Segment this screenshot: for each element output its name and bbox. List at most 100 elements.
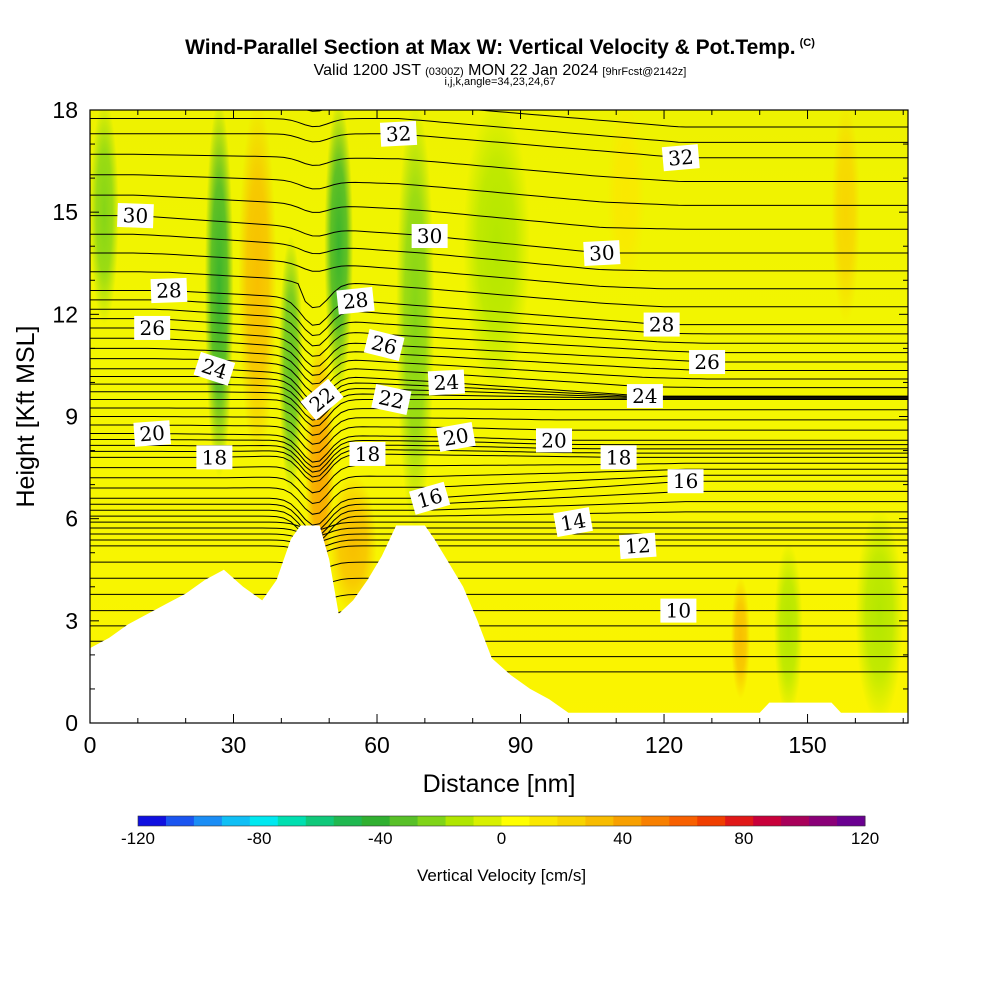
velocity-sink-cell <box>90 110 119 325</box>
valid-date: MON 22 Jan 2024 <box>468 62 598 79</box>
colorbar-swatch <box>529 816 558 826</box>
contour-label-text: 28 <box>649 313 674 337</box>
contour-label-text: 16 <box>673 469 698 493</box>
colorbar-tick-label: 0 <box>497 829 506 848</box>
colorbar-swatch <box>193 816 223 826</box>
x-axis-label: Distance [nm] <box>423 770 576 798</box>
contour-label: 20 <box>436 421 476 452</box>
contour-label-box <box>553 507 593 538</box>
contour-label: 26 <box>134 315 171 340</box>
colorbar-swatch <box>753 816 782 826</box>
contour-label-box <box>583 240 621 266</box>
colorbar-swatch <box>781 816 810 826</box>
contour-label-text: 32 <box>667 145 694 171</box>
colorbar-tick-label: -40 <box>368 829 393 848</box>
theta-contour-line <box>90 174 908 206</box>
contour-label-box <box>436 421 476 452</box>
velocity-sink-cell <box>204 110 234 478</box>
velocity-sink-cell <box>855 508 904 723</box>
contour-label: 30 <box>117 202 154 229</box>
contour-label-text: 18 <box>202 445 227 469</box>
colorbar-swatch <box>669 816 698 826</box>
theta-contour-line <box>90 407 908 436</box>
contour-label-box <box>193 351 236 386</box>
colorbar-swatch <box>473 816 502 826</box>
contour-label-text: 20 <box>139 421 166 447</box>
colorbar-swatch <box>557 816 586 826</box>
theta-contour-line <box>90 133 908 159</box>
x-tick-label: 0 <box>84 732 97 758</box>
x-tick-label: 90 <box>508 732 534 758</box>
contour-label-text: 18 <box>355 442 380 466</box>
colorbar-swatch <box>333 816 363 826</box>
contour-label-box <box>667 469 704 494</box>
contour-label: 18 <box>196 445 233 470</box>
contour-label-text: 30 <box>122 203 148 228</box>
theta-contour-line <box>90 480 908 526</box>
contour-label-text: 24 <box>433 370 460 395</box>
contour-label-text: 22 <box>376 385 406 414</box>
contour-label: 26 <box>363 328 405 361</box>
theta-contour-line <box>90 501 908 538</box>
contour-label: 10 <box>660 598 697 623</box>
colorbar-swatch <box>277 816 307 826</box>
y-tick-label: 6 <box>65 506 78 532</box>
contour-label-text: 30 <box>417 224 442 248</box>
contour-label-box <box>618 532 657 560</box>
colorbar-swatch <box>221 816 251 826</box>
theta-contour-line <box>90 318 908 357</box>
contour-label-box <box>411 224 448 249</box>
y-tick-label: 9 <box>65 404 78 430</box>
theta-contour-line <box>90 233 908 272</box>
colorbar-tick-label: 120 <box>851 829 879 848</box>
contour-label-box <box>117 202 154 229</box>
theta-contour-line <box>90 474 908 515</box>
theta-contour-line <box>90 490 908 532</box>
contour-label: 32 <box>661 144 700 172</box>
colorbar-swatch <box>837 816 866 826</box>
contour-label-text: 10 <box>666 599 691 623</box>
colorbar-swatch <box>305 816 335 826</box>
theta-contour-line <box>90 399 908 427</box>
theta-contour-line <box>90 468 908 505</box>
contour-label: 24 <box>626 384 663 409</box>
colorbar-tick-label: -120 <box>121 829 155 848</box>
theta-contour-line <box>90 391 908 421</box>
colorbar-swatch <box>138 816 167 826</box>
contour-label-text: 14 <box>559 508 588 536</box>
colorbar-tick-label: -80 <box>247 829 272 848</box>
terrain-mask <box>90 525 908 723</box>
x-tick-label: 30 <box>221 732 247 758</box>
velocity-sink-cell <box>324 110 354 393</box>
contour-label: 32 <box>379 120 418 147</box>
theta-contour-line <box>90 424 908 454</box>
contour-label: 28 <box>150 277 188 304</box>
contour-label: 12 <box>618 532 657 560</box>
contour-label: 28 <box>336 286 375 315</box>
theta-contour-line <box>90 290 908 326</box>
colorbar-tick-label: 80 <box>734 829 753 848</box>
contour-label: 20 <box>133 420 171 447</box>
y-tick-label: 18 <box>52 97 78 123</box>
colorbar-swatch <box>725 816 754 826</box>
contour-label-text: 26 <box>139 316 164 340</box>
theta-contour-line <box>90 561 908 571</box>
contour-label-box <box>661 144 700 172</box>
colorbar-swatch <box>501 816 530 826</box>
contour-label: 24 <box>427 369 465 396</box>
chart-subtitle: Valid 1200 JST (0300Z) MON 22 Jan 2024 [… <box>0 62 1000 80</box>
contour-label-box <box>133 420 171 447</box>
colorbar-swatch <box>585 816 614 826</box>
colorbar-title: Vertical Velocity [cm/s] <box>417 866 586 885</box>
theta-contour-line <box>90 511 908 544</box>
x-tick-label: 150 <box>788 732 826 758</box>
contour-label-text: 20 <box>441 423 470 451</box>
theta-contour-line <box>90 252 908 290</box>
theta-contour-line <box>90 299 908 337</box>
contour-label: 14 <box>553 507 593 538</box>
contour-label-box <box>150 277 188 304</box>
contour-label: 22 <box>371 383 412 415</box>
theta-contour-line <box>90 327 908 368</box>
valid-utc: (0300Z) <box>425 66 464 78</box>
theta-contour-line <box>90 539 908 549</box>
